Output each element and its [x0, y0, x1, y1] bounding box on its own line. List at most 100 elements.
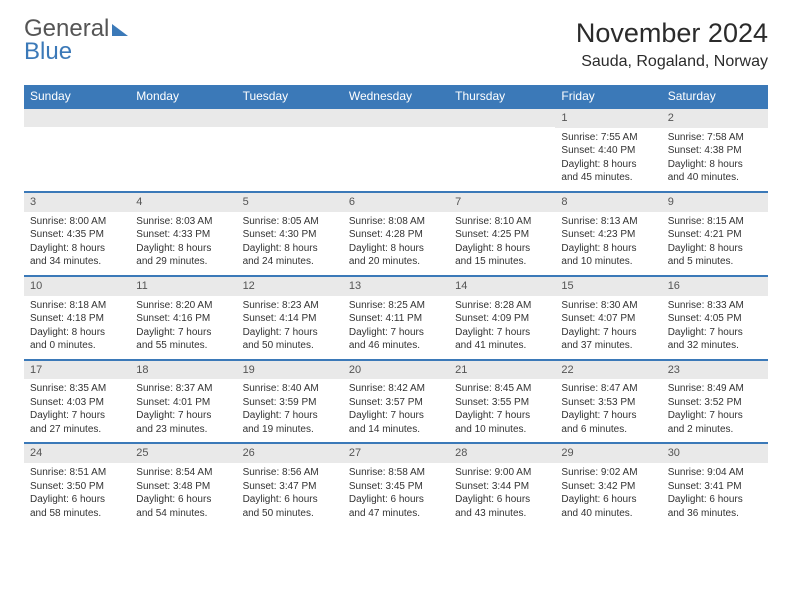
day-line-sunset: Sunset: 4:14 PM: [243, 312, 337, 326]
calendar-cell: 14Sunrise: 8:28 AMSunset: 4:09 PMDayligh…: [449, 276, 555, 360]
day-body: Sunrise: 8:15 AMSunset: 4:21 PMDaylight:…: [662, 212, 768, 275]
empty-day: [24, 109, 130, 127]
calendar-cell: 2Sunrise: 7:58 AMSunset: 4:38 PMDaylight…: [662, 108, 768, 192]
day-line-daylight1: Daylight: 7 hours: [243, 326, 337, 340]
col-monday: Monday: [130, 85, 236, 108]
day-body: Sunrise: 8:23 AMSunset: 4:14 PMDaylight:…: [237, 296, 343, 359]
day-number: 20: [343, 361, 449, 380]
day-line-daylight1: Daylight: 8 hours: [561, 242, 655, 256]
day-line-sunrise: Sunrise: 8:51 AM: [30, 466, 124, 480]
day-line-sunset: Sunset: 3:59 PM: [243, 396, 337, 410]
day-line-sunset: Sunset: 4:07 PM: [561, 312, 655, 326]
day-line-sunrise: Sunrise: 8:28 AM: [455, 299, 549, 313]
calendar-cell: 19Sunrise: 8:40 AMSunset: 3:59 PMDayligh…: [237, 360, 343, 444]
day-body: Sunrise: 8:10 AMSunset: 4:25 PMDaylight:…: [449, 212, 555, 275]
calendar-cell: 15Sunrise: 8:30 AMSunset: 4:07 PMDayligh…: [555, 276, 661, 360]
page-title: November 2024: [576, 18, 768, 49]
calendar-cell: 21Sunrise: 8:45 AMSunset: 3:55 PMDayligh…: [449, 360, 555, 444]
day-line-daylight2: and 45 minutes.: [561, 171, 655, 185]
day-line-sunset: Sunset: 3:48 PM: [136, 480, 230, 494]
day-body: Sunrise: 8:28 AMSunset: 4:09 PMDaylight:…: [449, 296, 555, 359]
day-line-sunrise: Sunrise: 8:47 AM: [561, 382, 655, 396]
calendar-cell: [237, 108, 343, 192]
day-line-sunrise: Sunrise: 8:08 AM: [349, 215, 443, 229]
calendar-cell: 5Sunrise: 8:05 AMSunset: 4:30 PMDaylight…: [237, 192, 343, 276]
day-line-sunset: Sunset: 4:18 PM: [30, 312, 124, 326]
day-line-sunrise: Sunrise: 8:58 AM: [349, 466, 443, 480]
calendar-cell: 11Sunrise: 8:20 AMSunset: 4:16 PMDayligh…: [130, 276, 236, 360]
calendar-cell: 28Sunrise: 9:00 AMSunset: 3:44 PMDayligh…: [449, 443, 555, 526]
day-number: 6: [343, 193, 449, 212]
day-number: 28: [449, 444, 555, 463]
day-line-daylight2: and 19 minutes.: [243, 423, 337, 437]
day-line-daylight2: and 20 minutes.: [349, 255, 443, 269]
day-line-daylight2: and 55 minutes.: [136, 339, 230, 353]
calendar-cell: 25Sunrise: 8:54 AMSunset: 3:48 PMDayligh…: [130, 443, 236, 526]
calendar-cell: 22Sunrise: 8:47 AMSunset: 3:53 PMDayligh…: [555, 360, 661, 444]
day-line-sunrise: Sunrise: 7:55 AM: [561, 131, 655, 145]
day-body: Sunrise: 8:25 AMSunset: 4:11 PMDaylight:…: [343, 296, 449, 359]
day-body: Sunrise: 8:35 AMSunset: 4:03 PMDaylight:…: [24, 379, 130, 442]
day-line-sunset: Sunset: 4:01 PM: [136, 396, 230, 410]
day-number: 3: [24, 193, 130, 212]
calendar-week-row: 24Sunrise: 8:51 AMSunset: 3:50 PMDayligh…: [24, 443, 768, 526]
day-line-sunset: Sunset: 3:44 PM: [455, 480, 549, 494]
day-line-daylight2: and 40 minutes.: [668, 171, 762, 185]
day-line-daylight1: Daylight: 8 hours: [668, 242, 762, 256]
day-line-daylight2: and 23 minutes.: [136, 423, 230, 437]
day-line-sunrise: Sunrise: 8:05 AM: [243, 215, 337, 229]
day-line-daylight1: Daylight: 6 hours: [30, 493, 124, 507]
day-body: Sunrise: 8:18 AMSunset: 4:18 PMDaylight:…: [24, 296, 130, 359]
day-number: 22: [555, 361, 661, 380]
empty-day: [343, 109, 449, 127]
calendar-cell: 4Sunrise: 8:03 AMSunset: 4:33 PMDaylight…: [130, 192, 236, 276]
day-line-sunset: Sunset: 4:38 PM: [668, 144, 762, 158]
day-line-sunrise: Sunrise: 8:25 AM: [349, 299, 443, 313]
day-line-sunset: Sunset: 3:52 PM: [668, 396, 762, 410]
day-line-daylight1: Daylight: 8 hours: [668, 158, 762, 172]
day-number: 5: [237, 193, 343, 212]
day-line-sunset: Sunset: 3:53 PM: [561, 396, 655, 410]
day-line-daylight2: and 47 minutes.: [349, 507, 443, 521]
day-line-sunset: Sunset: 4:25 PM: [455, 228, 549, 242]
day-line-sunrise: Sunrise: 8:15 AM: [668, 215, 762, 229]
calendar-cell: [130, 108, 236, 192]
day-line-daylight2: and 24 minutes.: [243, 255, 337, 269]
day-number: 14: [449, 277, 555, 296]
day-number: 2: [662, 109, 768, 128]
calendar-cell: 9Sunrise: 8:15 AMSunset: 4:21 PMDaylight…: [662, 192, 768, 276]
day-body: Sunrise: 8:40 AMSunset: 3:59 PMDaylight:…: [237, 379, 343, 442]
day-body: Sunrise: 8:54 AMSunset: 3:48 PMDaylight:…: [130, 463, 236, 526]
day-line-sunrise: Sunrise: 8:40 AM: [243, 382, 337, 396]
day-body: Sunrise: 7:58 AMSunset: 4:38 PMDaylight:…: [662, 128, 768, 191]
calendar-cell: 6Sunrise: 8:08 AMSunset: 4:28 PMDaylight…: [343, 192, 449, 276]
day-line-daylight1: Daylight: 7 hours: [668, 409, 762, 423]
day-number: 7: [449, 193, 555, 212]
day-line-sunrise: Sunrise: 8:35 AM: [30, 382, 124, 396]
day-line-daylight2: and 32 minutes.: [668, 339, 762, 353]
page-header: General Blue November 2024 Sauda, Rogala…: [24, 18, 768, 71]
title-block: November 2024 Sauda, Rogaland, Norway: [576, 18, 768, 71]
day-body: Sunrise: 8:47 AMSunset: 3:53 PMDaylight:…: [555, 379, 661, 442]
day-line-daylight2: and 37 minutes.: [561, 339, 655, 353]
day-body: Sunrise: 8:51 AMSunset: 3:50 PMDaylight:…: [24, 463, 130, 526]
calendar-week-row: 10Sunrise: 8:18 AMSunset: 4:18 PMDayligh…: [24, 276, 768, 360]
day-line-daylight1: Daylight: 8 hours: [136, 242, 230, 256]
day-line-sunset: Sunset: 4:09 PM: [455, 312, 549, 326]
logo-part2: Blue: [24, 38, 72, 65]
day-line-sunset: Sunset: 4:30 PM: [243, 228, 337, 242]
day-line-sunrise: Sunrise: 8:56 AM: [243, 466, 337, 480]
day-line-sunrise: Sunrise: 8:54 AM: [136, 466, 230, 480]
calendar-cell: [24, 108, 130, 192]
day-line-sunset: Sunset: 3:50 PM: [30, 480, 124, 494]
day-line-sunset: Sunset: 4:40 PM: [561, 144, 655, 158]
calendar-cell: 27Sunrise: 8:58 AMSunset: 3:45 PMDayligh…: [343, 443, 449, 526]
day-line-daylight1: Daylight: 7 hours: [561, 326, 655, 340]
calendar-cell: 3Sunrise: 8:00 AMSunset: 4:35 PMDaylight…: [24, 192, 130, 276]
day-line-daylight1: Daylight: 8 hours: [561, 158, 655, 172]
day-line-sunset: Sunset: 4:28 PM: [349, 228, 443, 242]
calendar-cell: 29Sunrise: 9:02 AMSunset: 3:42 PMDayligh…: [555, 443, 661, 526]
day-body: Sunrise: 9:00 AMSunset: 3:44 PMDaylight:…: [449, 463, 555, 526]
day-line-sunrise: Sunrise: 8:03 AM: [136, 215, 230, 229]
day-number: 19: [237, 361, 343, 380]
